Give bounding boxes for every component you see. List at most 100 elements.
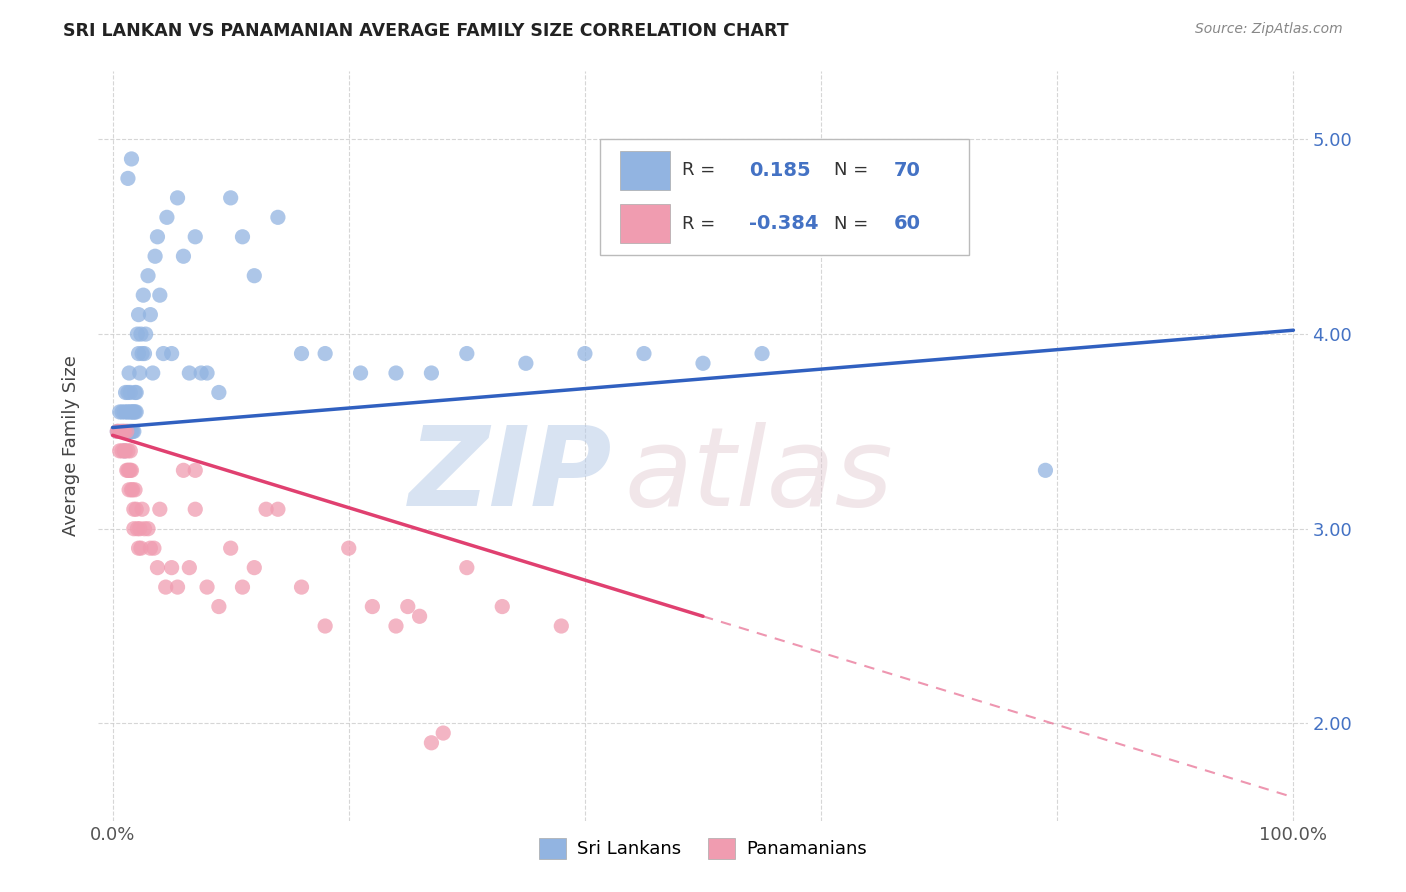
Point (111, 405, 134, 419)
Point (290, 580, 312, 594)
Point (105, 425, 128, 439)
Point (121, 152, 143, 166)
Text: 0.185: 0.185 (749, 161, 811, 179)
Point (121, 463, 143, 477)
Point (117, 171, 139, 186)
Y-axis label: Average Family Size: Average Family Size (62, 356, 80, 536)
Point (128, 366, 150, 380)
Point (231, 580, 253, 594)
Point (166, 580, 188, 594)
Point (121, 405, 143, 419)
Point (128, 522, 150, 536)
Point (120, 405, 142, 419)
Point (396, 599, 419, 614)
Text: R =: R = (682, 161, 721, 179)
Point (112, 425, 135, 439)
Point (243, 268, 266, 283)
Point (134, 522, 156, 536)
Point (125, 405, 148, 419)
Point (172, 249, 194, 263)
Point (633, 346, 655, 360)
Point (124, 385, 146, 400)
Point (118, 483, 141, 497)
Point (385, 366, 408, 380)
Point (127, 522, 149, 536)
Point (111, 443, 134, 458)
Point (115, 463, 138, 477)
Point (121, 483, 143, 497)
Point (149, 288, 172, 302)
Point (128, 308, 150, 322)
Point (125, 385, 148, 400)
Point (131, 346, 153, 360)
Point (160, 346, 183, 360)
Point (184, 463, 207, 477)
Text: 70: 70 (894, 161, 921, 179)
Point (142, 541, 165, 556)
Point (166, 191, 188, 205)
Point (219, 541, 242, 556)
Point (127, 327, 149, 342)
Point (121, 425, 143, 439)
Point (314, 619, 336, 633)
Text: -0.384: -0.384 (749, 214, 818, 233)
Point (135, 327, 157, 342)
Point (125, 502, 148, 516)
Point (115, 425, 138, 439)
Point (112, 425, 135, 439)
Point (243, 560, 266, 574)
Point (550, 619, 572, 633)
Point (120, 463, 142, 477)
Point (117, 463, 139, 477)
Point (122, 405, 145, 419)
Point (108, 443, 131, 458)
Point (129, 541, 152, 556)
Point (120, 385, 142, 400)
Point (112, 443, 135, 458)
Point (121, 405, 143, 419)
Text: atlas: atlas (624, 423, 893, 530)
Legend: Sri Lankans, Panamanians: Sri Lankans, Panamanians (530, 829, 876, 868)
Text: 60: 60 (894, 214, 921, 233)
Point (385, 619, 408, 633)
Point (122, 522, 145, 536)
Point (254, 502, 277, 516)
Point (136, 268, 159, 283)
Point (108, 405, 131, 419)
Point (515, 356, 537, 370)
Point (1035, 463, 1057, 477)
Point (128, 346, 150, 360)
Point (129, 327, 152, 342)
Point (110, 425, 132, 439)
Point (184, 229, 207, 244)
Point (139, 541, 162, 556)
Point (121, 483, 143, 497)
Point (456, 560, 478, 574)
Point (120, 443, 142, 458)
Point (124, 483, 146, 497)
Text: Source: ZipAtlas.com: Source: ZipAtlas.com (1195, 22, 1343, 37)
Point (172, 463, 194, 477)
Text: N =: N = (834, 215, 873, 233)
Point (456, 346, 478, 360)
Point (118, 366, 141, 380)
Point (118, 425, 141, 439)
Point (267, 502, 290, 516)
Point (267, 211, 290, 225)
Text: R =: R = (682, 215, 721, 233)
Point (190, 366, 212, 380)
Point (155, 580, 177, 594)
Point (290, 346, 312, 360)
Point (184, 502, 207, 516)
Point (112, 425, 135, 439)
Point (219, 191, 242, 205)
Point (115, 425, 138, 439)
Point (337, 541, 360, 556)
Point (491, 599, 513, 614)
FancyBboxPatch shape (600, 139, 969, 255)
Point (114, 443, 136, 458)
Point (149, 502, 172, 516)
Point (574, 346, 596, 360)
Point (107, 425, 129, 439)
Point (208, 599, 231, 614)
